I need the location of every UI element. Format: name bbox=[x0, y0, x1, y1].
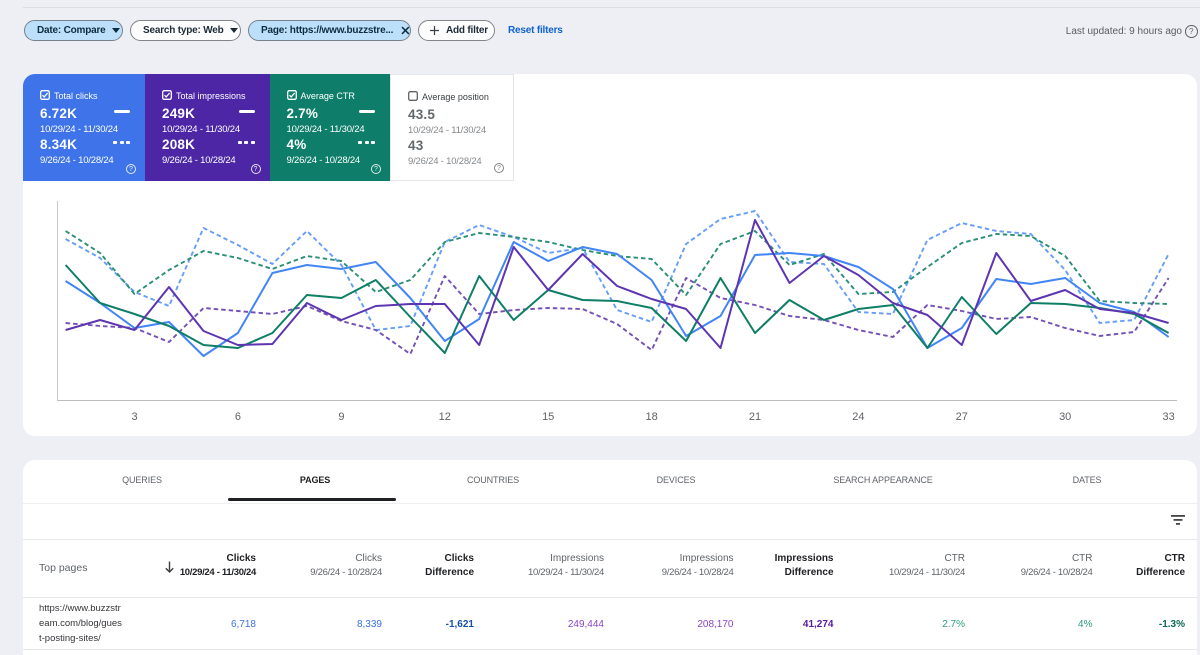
svg-text:18: 18 bbox=[645, 411, 657, 423]
svg-text:27: 27 bbox=[956, 411, 968, 423]
svg-text:9: 9 bbox=[338, 411, 344, 423]
svg-text:21: 21 bbox=[749, 411, 761, 423]
svg-text:24: 24 bbox=[852, 411, 864, 423]
svg-text:33: 33 bbox=[1162, 411, 1174, 423]
svg-text:30: 30 bbox=[1059, 411, 1071, 423]
svg-text:6: 6 bbox=[235, 411, 241, 423]
svg-text:3: 3 bbox=[131, 411, 137, 423]
svg-text:12: 12 bbox=[439, 411, 451, 423]
svg-text:15: 15 bbox=[542, 411, 554, 423]
